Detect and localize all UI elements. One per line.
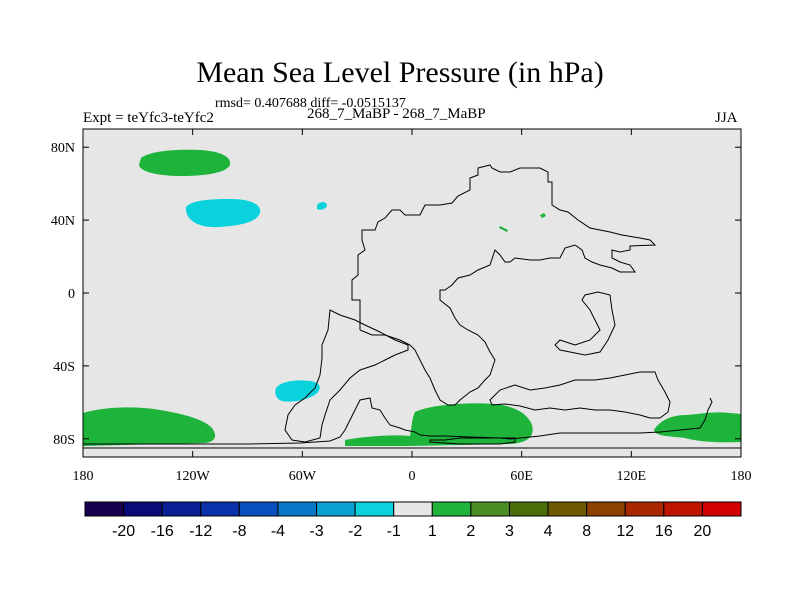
anomaly-regions — [83, 149, 741, 446]
coastline-eurasia-africa — [351, 164, 657, 406]
colorbar-box — [84, 501, 125, 517]
colorbar-box — [663, 501, 703, 517]
antarctic-positive-east — [654, 412, 741, 443]
colorbar-box — [161, 501, 202, 517]
y-tick-label: 80N — [51, 141, 75, 156]
coastline-india — [554, 291, 616, 356]
coastlines — [83, 164, 741, 449]
colorbar-label: 1 — [428, 523, 437, 540]
colorbar-box — [123, 501, 163, 517]
colorbar-label: 12 — [616, 523, 634, 540]
colorbar-box — [354, 501, 395, 517]
colorbar-label: 8 — [582, 523, 591, 540]
north-pacific-small-negative — [317, 202, 327, 210]
colorbar-box — [238, 501, 279, 517]
y-tick-label: 40S — [53, 360, 75, 375]
experiment-label: Expt = teYfc3-teYfc2 — [83, 110, 214, 126]
colorbar-box — [431, 501, 472, 517]
colorbar-label: 16 — [655, 523, 673, 540]
arctic-positive-anomaly — [139, 149, 231, 176]
colorbar-label: -8 — [232, 523, 246, 540]
coastline-americas — [284, 309, 409, 443]
colorbar-label: -20 — [112, 523, 135, 540]
colorbar-box — [586, 501, 626, 517]
axes: 180 120W 60W 0 60E 120E 180 80N 40N 0 40S 80S — [51, 129, 752, 484]
colorbar-label: -16 — [151, 523, 174, 540]
y-tick-label: 80S — [53, 433, 75, 448]
north-pacific-negative-anomaly — [185, 199, 261, 228]
season-label: JJA — [715, 110, 738, 126]
x-tick-label: 180 — [73, 469, 94, 484]
center-label: 268_7_MaBP - 268_7_MaBP — [307, 106, 486, 122]
colorbar-label: -12 — [189, 523, 212, 540]
antarctic-positive-west — [83, 407, 216, 446]
coastline-west-antarctic-peninsula — [429, 437, 516, 445]
south-pacific-negative-anomaly — [275, 380, 320, 402]
colorbar-box — [393, 501, 433, 517]
x-tick-label: 180 — [731, 469, 752, 484]
colorbar-box — [701, 501, 742, 517]
colorbar: -20 -16 -12 -8 -4 -3 -2 -1 1 2 3 4 8 12 16 20 — [84, 501, 742, 540]
colorbar-label: -2 — [348, 523, 362, 540]
antarctic-positive-west-strip — [345, 435, 410, 446]
x-tick-label: 60E — [510, 469, 533, 484]
antarctic-positive-center — [410, 403, 533, 446]
colorbar-label: 20 — [694, 523, 712, 540]
colorbar-box — [624, 501, 665, 517]
colorbar-label: -1 — [387, 523, 401, 540]
colorbar-box — [547, 501, 588, 517]
colorbar-box — [470, 501, 510, 517]
colorbar-box — [200, 501, 240, 517]
colorbar-label: 3 — [505, 523, 514, 540]
stats-text: rmsd= 0.407688 diff= -0.0515137 — [215, 96, 406, 111]
y-tick-label: 40N — [51, 214, 75, 229]
x-tick-label: 60W — [289, 469, 317, 484]
chart-title: Mean Sea Level Pressure (in hPa) — [196, 56, 604, 89]
map-background — [83, 129, 741, 457]
coastline-antarctica — [83, 397, 741, 449]
colorbar-box — [508, 501, 549, 517]
colorbar-label: -3 — [309, 523, 323, 540]
y-tick-label: 0 — [68, 287, 75, 302]
x-tick-label: 120E — [617, 469, 647, 484]
coastline-australia — [489, 371, 671, 419]
colorbar-label: 4 — [544, 523, 553, 540]
x-tick-label: 0 — [409, 469, 416, 484]
colorbar-box — [277, 501, 318, 517]
x-tick-label: 120W — [176, 469, 211, 484]
colorbar-box — [316, 501, 356, 517]
colorbar-label: 2 — [466, 523, 475, 540]
colorbar-label: -4 — [271, 523, 285, 540]
asia-small-positive-1 — [540, 213, 546, 218]
asia-small-positive-2 — [499, 226, 508, 232]
